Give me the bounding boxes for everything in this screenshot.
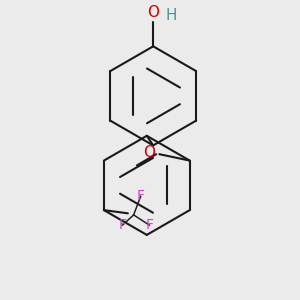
Text: O: O (147, 5, 159, 20)
Text: O: O (143, 145, 155, 160)
Text: F: F (118, 218, 127, 232)
Text: F: F (137, 189, 145, 203)
Text: H: H (165, 8, 177, 23)
Text: F: F (146, 218, 153, 232)
